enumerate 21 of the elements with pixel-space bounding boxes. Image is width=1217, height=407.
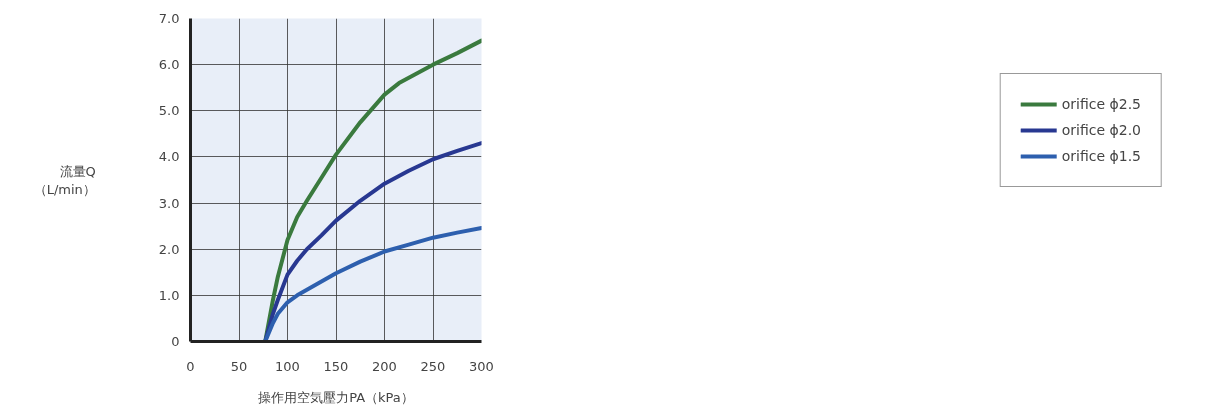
- y-tick-label: 5.0: [158, 103, 180, 119]
- line-series: [263, 225, 482, 342]
- y-tick-label: 6.0: [158, 57, 180, 73]
- legend-label: orifice ϕ1.5: [1061, 148, 1141, 164]
- x-axis-title: 操作用空気壓力PA（kPa）: [258, 389, 414, 405]
- legend-label: orifice ϕ2.5: [1061, 96, 1141, 112]
- y-tick-label: 3.0: [158, 195, 180, 211]
- y-tick-label: 0: [171, 334, 180, 349]
- y-tick-label: 4.0: [158, 149, 180, 165]
- x-tick-label: 100: [275, 358, 300, 374]
- x-tick-label: 0: [186, 358, 195, 374]
- y-axis-title: 流量Q （L/min）: [33, 163, 96, 197]
- x-tick-label: 150: [323, 358, 349, 374]
- y-tick-label: 2.0: [158, 241, 180, 257]
- x-tick-label: 200: [372, 358, 397, 374]
- y-tick-label: 7.0: [158, 11, 180, 26]
- x-tick-label: 300: [469, 358, 494, 374]
- x-tick-label: 250: [420, 358, 446, 374]
- x-tick-label: 50: [230, 358, 248, 374]
- y-tick-label: 1.0: [158, 287, 180, 303]
- legend-label: orifice ϕ2.0: [1061, 122, 1141, 138]
